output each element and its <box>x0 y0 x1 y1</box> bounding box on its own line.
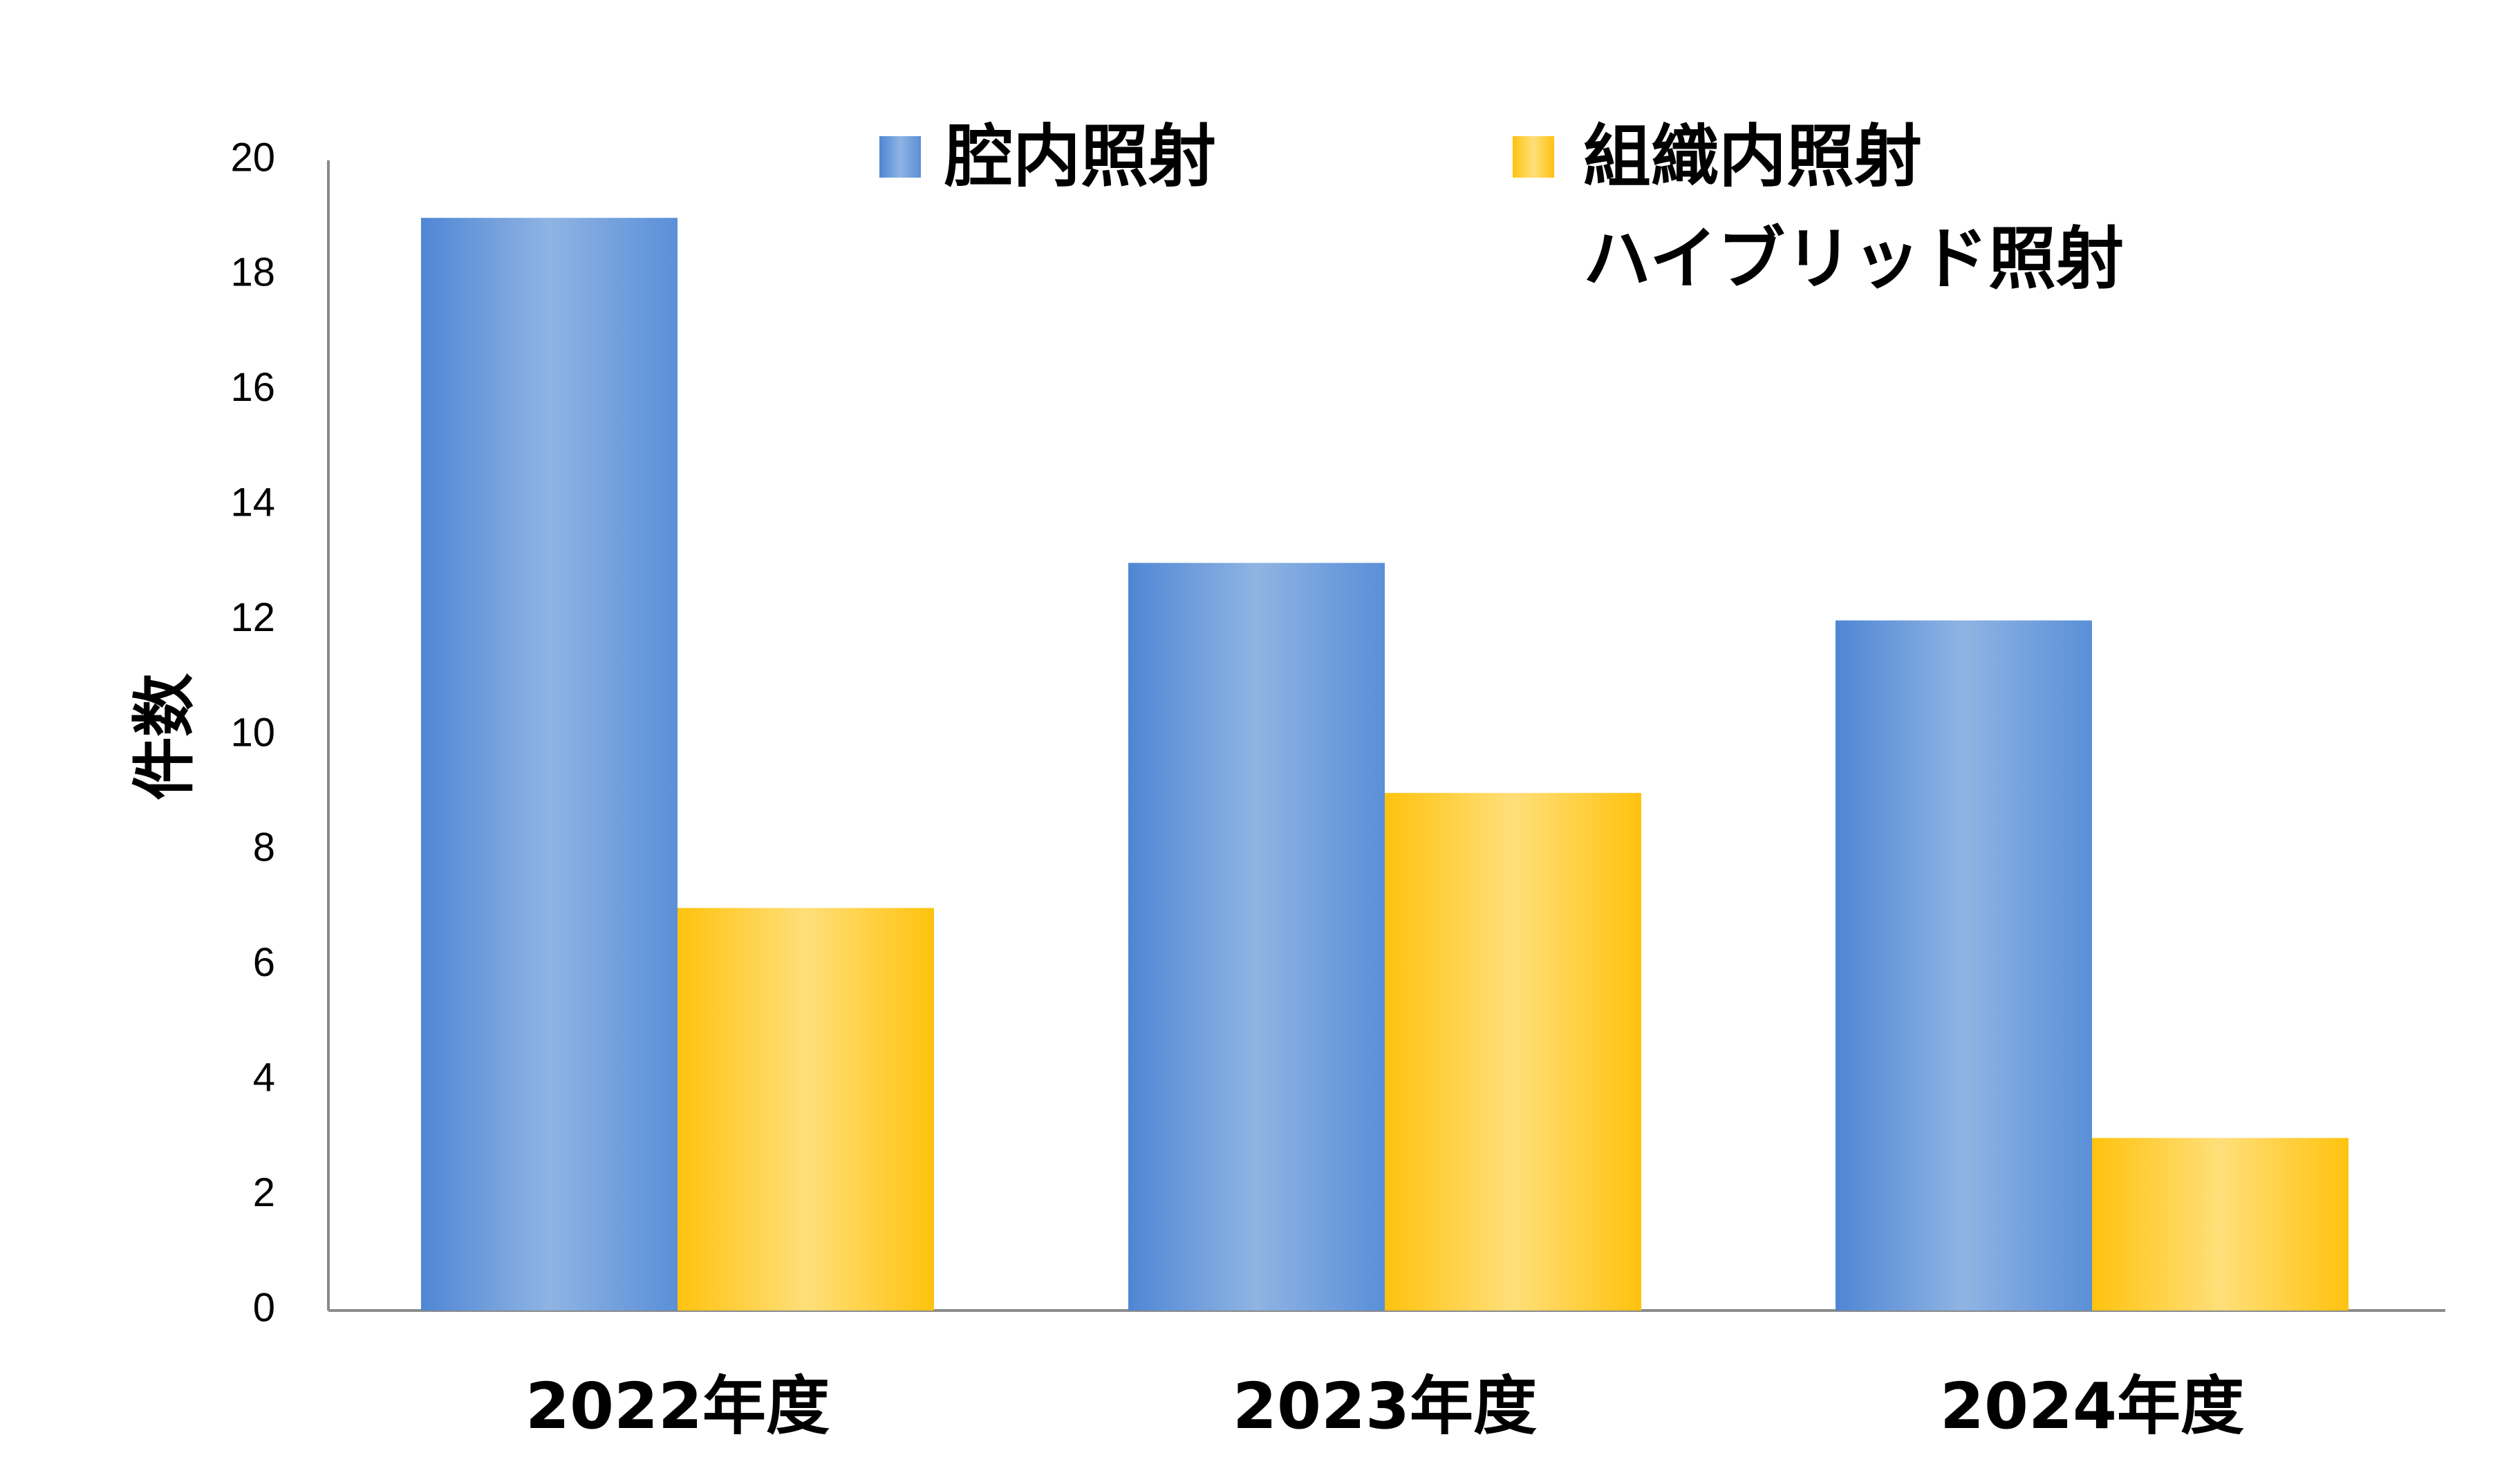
bar-series-2-3 <box>2092 1138 2349 1311</box>
y-tick-label: 8 <box>253 825 275 870</box>
legend-item-series-1: 腔内照射 <box>879 118 1216 196</box>
y-tick-label: 10 <box>230 710 275 755</box>
y-tick-label: 6 <box>253 940 275 985</box>
y-axis-label: 件数 <box>127 673 201 800</box>
bars <box>421 218 2349 1311</box>
x-category-label: 2022年度 <box>525 1369 830 1443</box>
y-tick-label: 18 <box>230 250 275 295</box>
y-tick-label: 14 <box>230 480 275 525</box>
legend-item-series-2: 組織内照射 <box>1513 118 1922 196</box>
x-category-label: 2024年度 <box>1940 1369 2244 1443</box>
bar-series-1-2 <box>1128 563 1385 1311</box>
legend-swatch-series-1 <box>879 136 921 178</box>
category-labels: 2022年度 2023年度 2024年度 <box>525 1369 2244 1443</box>
legend: 腔内照射 組織内照射 ハイブリッド照射 <box>879 118 2124 299</box>
y-tick-labels: 0 2 4 6 8 10 12 14 16 18 20 <box>230 135 275 1330</box>
y-tick-label: 2 <box>253 1170 275 1215</box>
y-tick-label: 20 <box>230 135 275 180</box>
y-tick-label: 0 <box>253 1285 275 1330</box>
bar-series-1-1 <box>421 218 678 1311</box>
y-tick-label: 4 <box>253 1055 275 1100</box>
legend-label-hybrid: ハイブリッド照射 <box>1583 220 2124 299</box>
bar-series-2-1 <box>678 908 934 1311</box>
y-axis: 0 2 4 6 8 10 12 14 16 18 20 <box>230 135 330 1330</box>
x-category-label: 2023年度 <box>1233 1369 1537 1443</box>
bar-series-2-2 <box>1385 793 1641 1311</box>
legend-swatch-series-2 <box>1513 136 1554 178</box>
bar-series-1-3 <box>1836 620 2092 1311</box>
legend-label-series-1: 腔内照射 <box>944 118 1216 196</box>
y-tick-label: 16 <box>230 365 275 410</box>
y-tick-label: 12 <box>230 595 275 640</box>
legend-label-series-2: 組織内照射 <box>1583 118 1922 196</box>
